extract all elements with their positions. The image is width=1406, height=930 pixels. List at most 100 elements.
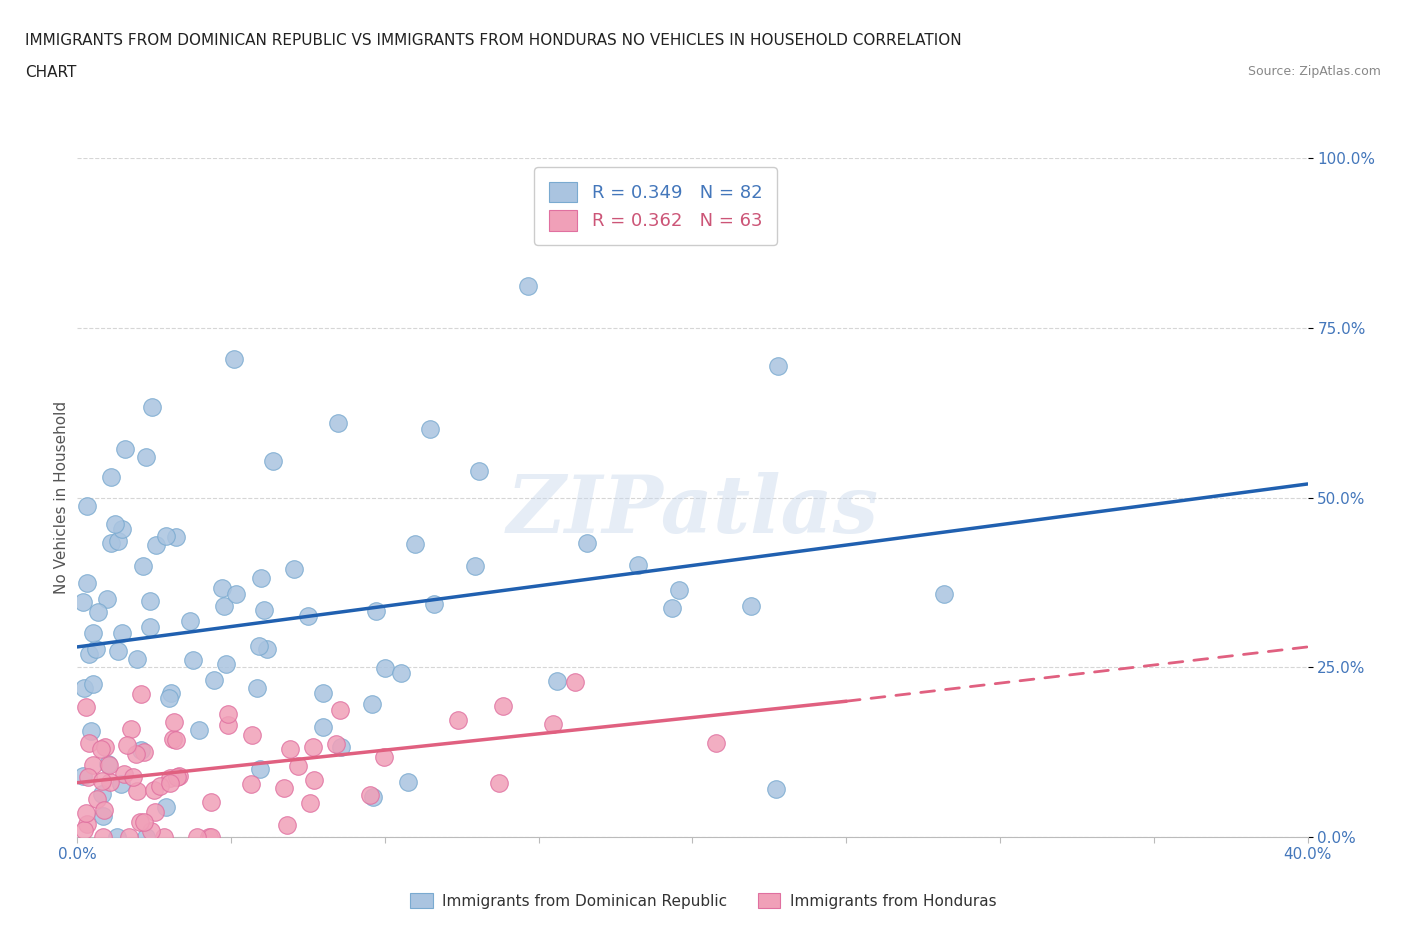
Point — [179, 613, 201, 628]
Point — [139, 619, 162, 634]
Point — [107, 830, 129, 844]
Point — [153, 830, 176, 844]
Point — [447, 712, 470, 727]
Point — [165, 733, 187, 748]
Point — [141, 399, 163, 414]
Point — [932, 586, 955, 601]
Point — [127, 651, 149, 666]
Point — [73, 681, 96, 696]
Text: CHART: CHART — [25, 65, 77, 80]
Point — [97, 757, 120, 772]
Point — [111, 522, 134, 537]
Point — [253, 603, 276, 618]
Point — [488, 775, 510, 790]
Point — [359, 788, 381, 803]
Point — [661, 601, 683, 616]
Text: Source: ZipAtlas.com: Source: ZipAtlas.com — [1247, 65, 1381, 78]
Point — [100, 470, 122, 485]
Point — [404, 537, 426, 551]
Point — [84, 642, 107, 657]
Point — [72, 594, 94, 609]
Point — [135, 830, 157, 844]
Point — [278, 742, 301, 757]
Point — [250, 571, 273, 586]
Point — [90, 773, 112, 788]
Point — [276, 817, 298, 832]
Text: IMMIGRANTS FROM DOMINICAN REPUBLIC VS IMMIGRANTS FROM HONDURAS NO VEHICLES IN HO: IMMIGRANTS FROM DOMINICAN REPUBLIC VS IM… — [25, 33, 962, 47]
Point — [72, 768, 94, 783]
Point — [132, 744, 155, 759]
Point — [304, 773, 326, 788]
Point — [132, 559, 155, 574]
Point — [143, 804, 166, 819]
Point — [91, 787, 114, 802]
Point — [564, 674, 586, 689]
Point — [79, 646, 101, 661]
Point — [72, 822, 94, 837]
Point — [325, 737, 347, 751]
Point — [200, 794, 222, 809]
Point — [91, 830, 114, 844]
Point — [546, 674, 568, 689]
Point — [240, 777, 263, 791]
Point — [212, 599, 235, 614]
Point — [80, 724, 103, 738]
Point — [159, 776, 181, 790]
Point — [200, 830, 222, 844]
Point — [225, 587, 247, 602]
Point — [668, 582, 690, 597]
Point — [129, 742, 152, 757]
Point — [134, 814, 156, 829]
Point — [329, 739, 352, 754]
Point — [120, 721, 142, 736]
Point — [86, 792, 108, 807]
Point — [76, 576, 98, 591]
Point — [329, 702, 352, 717]
Point — [107, 644, 129, 658]
Point — [142, 782, 165, 797]
Point — [111, 625, 134, 640]
Point — [188, 722, 211, 737]
Point — [273, 780, 295, 795]
Point — [155, 799, 177, 814]
Point — [389, 666, 412, 681]
Point — [100, 536, 122, 551]
Point — [287, 759, 309, 774]
Point — [77, 736, 100, 751]
Point — [97, 756, 120, 771]
Point — [115, 738, 138, 753]
Point — [311, 719, 333, 734]
Point — [129, 686, 152, 701]
Point — [464, 559, 486, 574]
Point — [262, 454, 284, 469]
Point — [217, 707, 239, 722]
Point — [328, 416, 350, 431]
Point — [98, 775, 121, 790]
Point — [211, 580, 233, 595]
Point — [374, 660, 396, 675]
Point — [516, 279, 538, 294]
Point — [167, 768, 190, 783]
Point — [222, 351, 245, 365]
Point — [93, 803, 115, 817]
Point — [104, 516, 127, 531]
Legend: Immigrants from Dominican Republic, Immigrants from Honduras: Immigrants from Dominican Republic, Immi… — [404, 886, 1002, 915]
Point — [249, 639, 271, 654]
Point — [82, 677, 104, 692]
Point — [77, 769, 100, 784]
Point — [202, 672, 225, 687]
Y-axis label: No Vehicles in Household: No Vehicles in Household — [53, 401, 69, 594]
Point — [112, 766, 135, 781]
Point — [215, 657, 238, 671]
Point — [627, 558, 650, 573]
Point — [217, 718, 239, 733]
Point — [492, 698, 515, 713]
Point — [75, 805, 97, 820]
Point — [82, 625, 104, 640]
Point — [145, 538, 167, 552]
Point — [157, 691, 180, 706]
Point — [419, 421, 441, 436]
Point — [76, 498, 98, 513]
Point — [76, 817, 98, 831]
Point — [114, 442, 136, 457]
